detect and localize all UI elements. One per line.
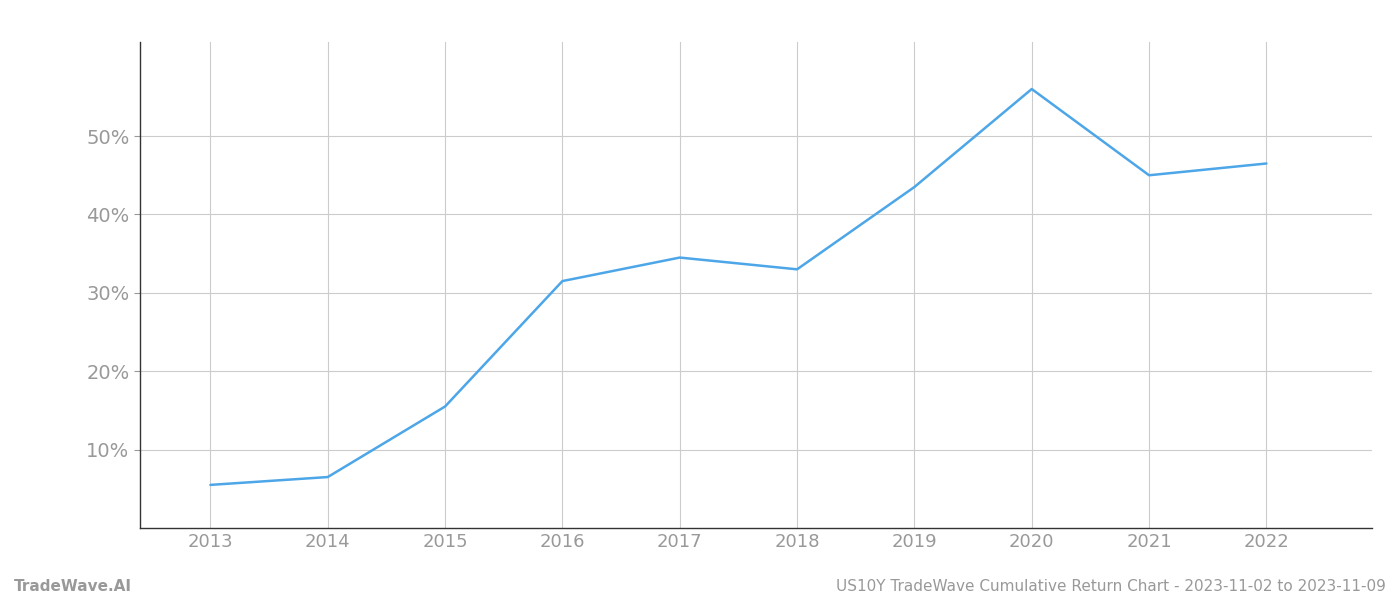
Text: TradeWave.AI: TradeWave.AI [14, 579, 132, 594]
Text: US10Y TradeWave Cumulative Return Chart - 2023-11-02 to 2023-11-09: US10Y TradeWave Cumulative Return Chart … [836, 579, 1386, 594]
